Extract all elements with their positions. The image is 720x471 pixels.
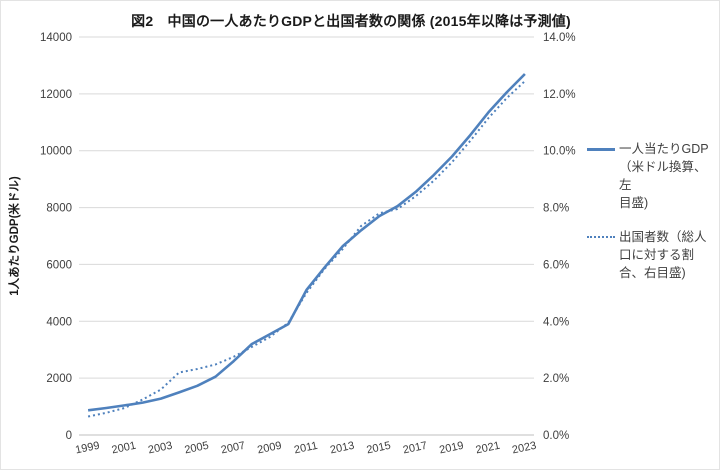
x-axis-tick: 1999: [74, 440, 100, 457]
gdp-line-legend-marker: [587, 148, 615, 151]
left-axis-tick: 6000: [46, 259, 72, 271]
right-axis-tick: 6.0%: [543, 259, 569, 271]
x-axis-tick: 2023: [511, 440, 537, 457]
departures-line-legend-marker: [587, 236, 615, 238]
x-axis-tick: 2007: [220, 440, 246, 457]
x-axis-tick: 2021: [475, 440, 501, 457]
left-axis-tick: 0: [66, 430, 72, 442]
x-axis-tick: 2011: [293, 440, 319, 457]
legend-entry-gdp: 一人当たりGDP （米ドル換算、左 目盛): [587, 140, 717, 212]
legend: 一人当たりGDP （米ドル換算、左 目盛) 出国者数（総人 口に対する割 合、右…: [587, 140, 717, 298]
left-axis-tick: 4000: [46, 316, 72, 328]
left-axis-tick: 2000: [46, 373, 72, 385]
x-axis-tick: 2013: [329, 440, 355, 457]
x-axis-tick: 2015: [365, 440, 391, 457]
x-axis-tick: 2019: [438, 440, 464, 457]
x-axis-tick: 2017: [402, 440, 428, 457]
x-axis-tick: 2005: [183, 440, 209, 457]
departures-line: [87, 80, 526, 418]
left-axis-tick: 14000: [40, 32, 72, 44]
left-axis-title: 1人あたりGDP(米ドル): [7, 176, 21, 296]
right-axis-tick: 12.0%: [543, 89, 576, 101]
gdp-line: [87, 73, 526, 412]
legend-entry-departures: 出国者数（総人 口に対する割 合、右目盛): [587, 228, 717, 282]
right-axis-tick: 10.0%: [543, 146, 576, 158]
left-axis-tick: 10000: [40, 146, 72, 158]
right-axis-tick: 0.0%: [543, 430, 569, 442]
right-axis-tick: 8.0%: [543, 203, 569, 215]
x-axis-tick: 2009: [256, 440, 282, 457]
left-axis-tick: 8000: [46, 203, 72, 215]
left-axis-tick: 12000: [40, 89, 72, 101]
gdp-legend-label: 一人当たりGDP （米ドル換算、左 目盛): [619, 142, 709, 210]
x-axis-tick: 2003: [147, 440, 173, 457]
right-axis-tick: 14.0%: [543, 32, 576, 44]
departures-legend-label: 出国者数（総人 口に対する割 合、右目盛): [619, 230, 707, 280]
right-axis-tick: 2.0%: [543, 373, 569, 385]
x-axis-tick: 2001: [111, 440, 137, 457]
chart-title: 図2 中国の一人あたりGDPと出国者数の関係 (2015年以降は予測値): [131, 13, 571, 29]
right-axis-tick: 4.0%: [543, 316, 569, 328]
